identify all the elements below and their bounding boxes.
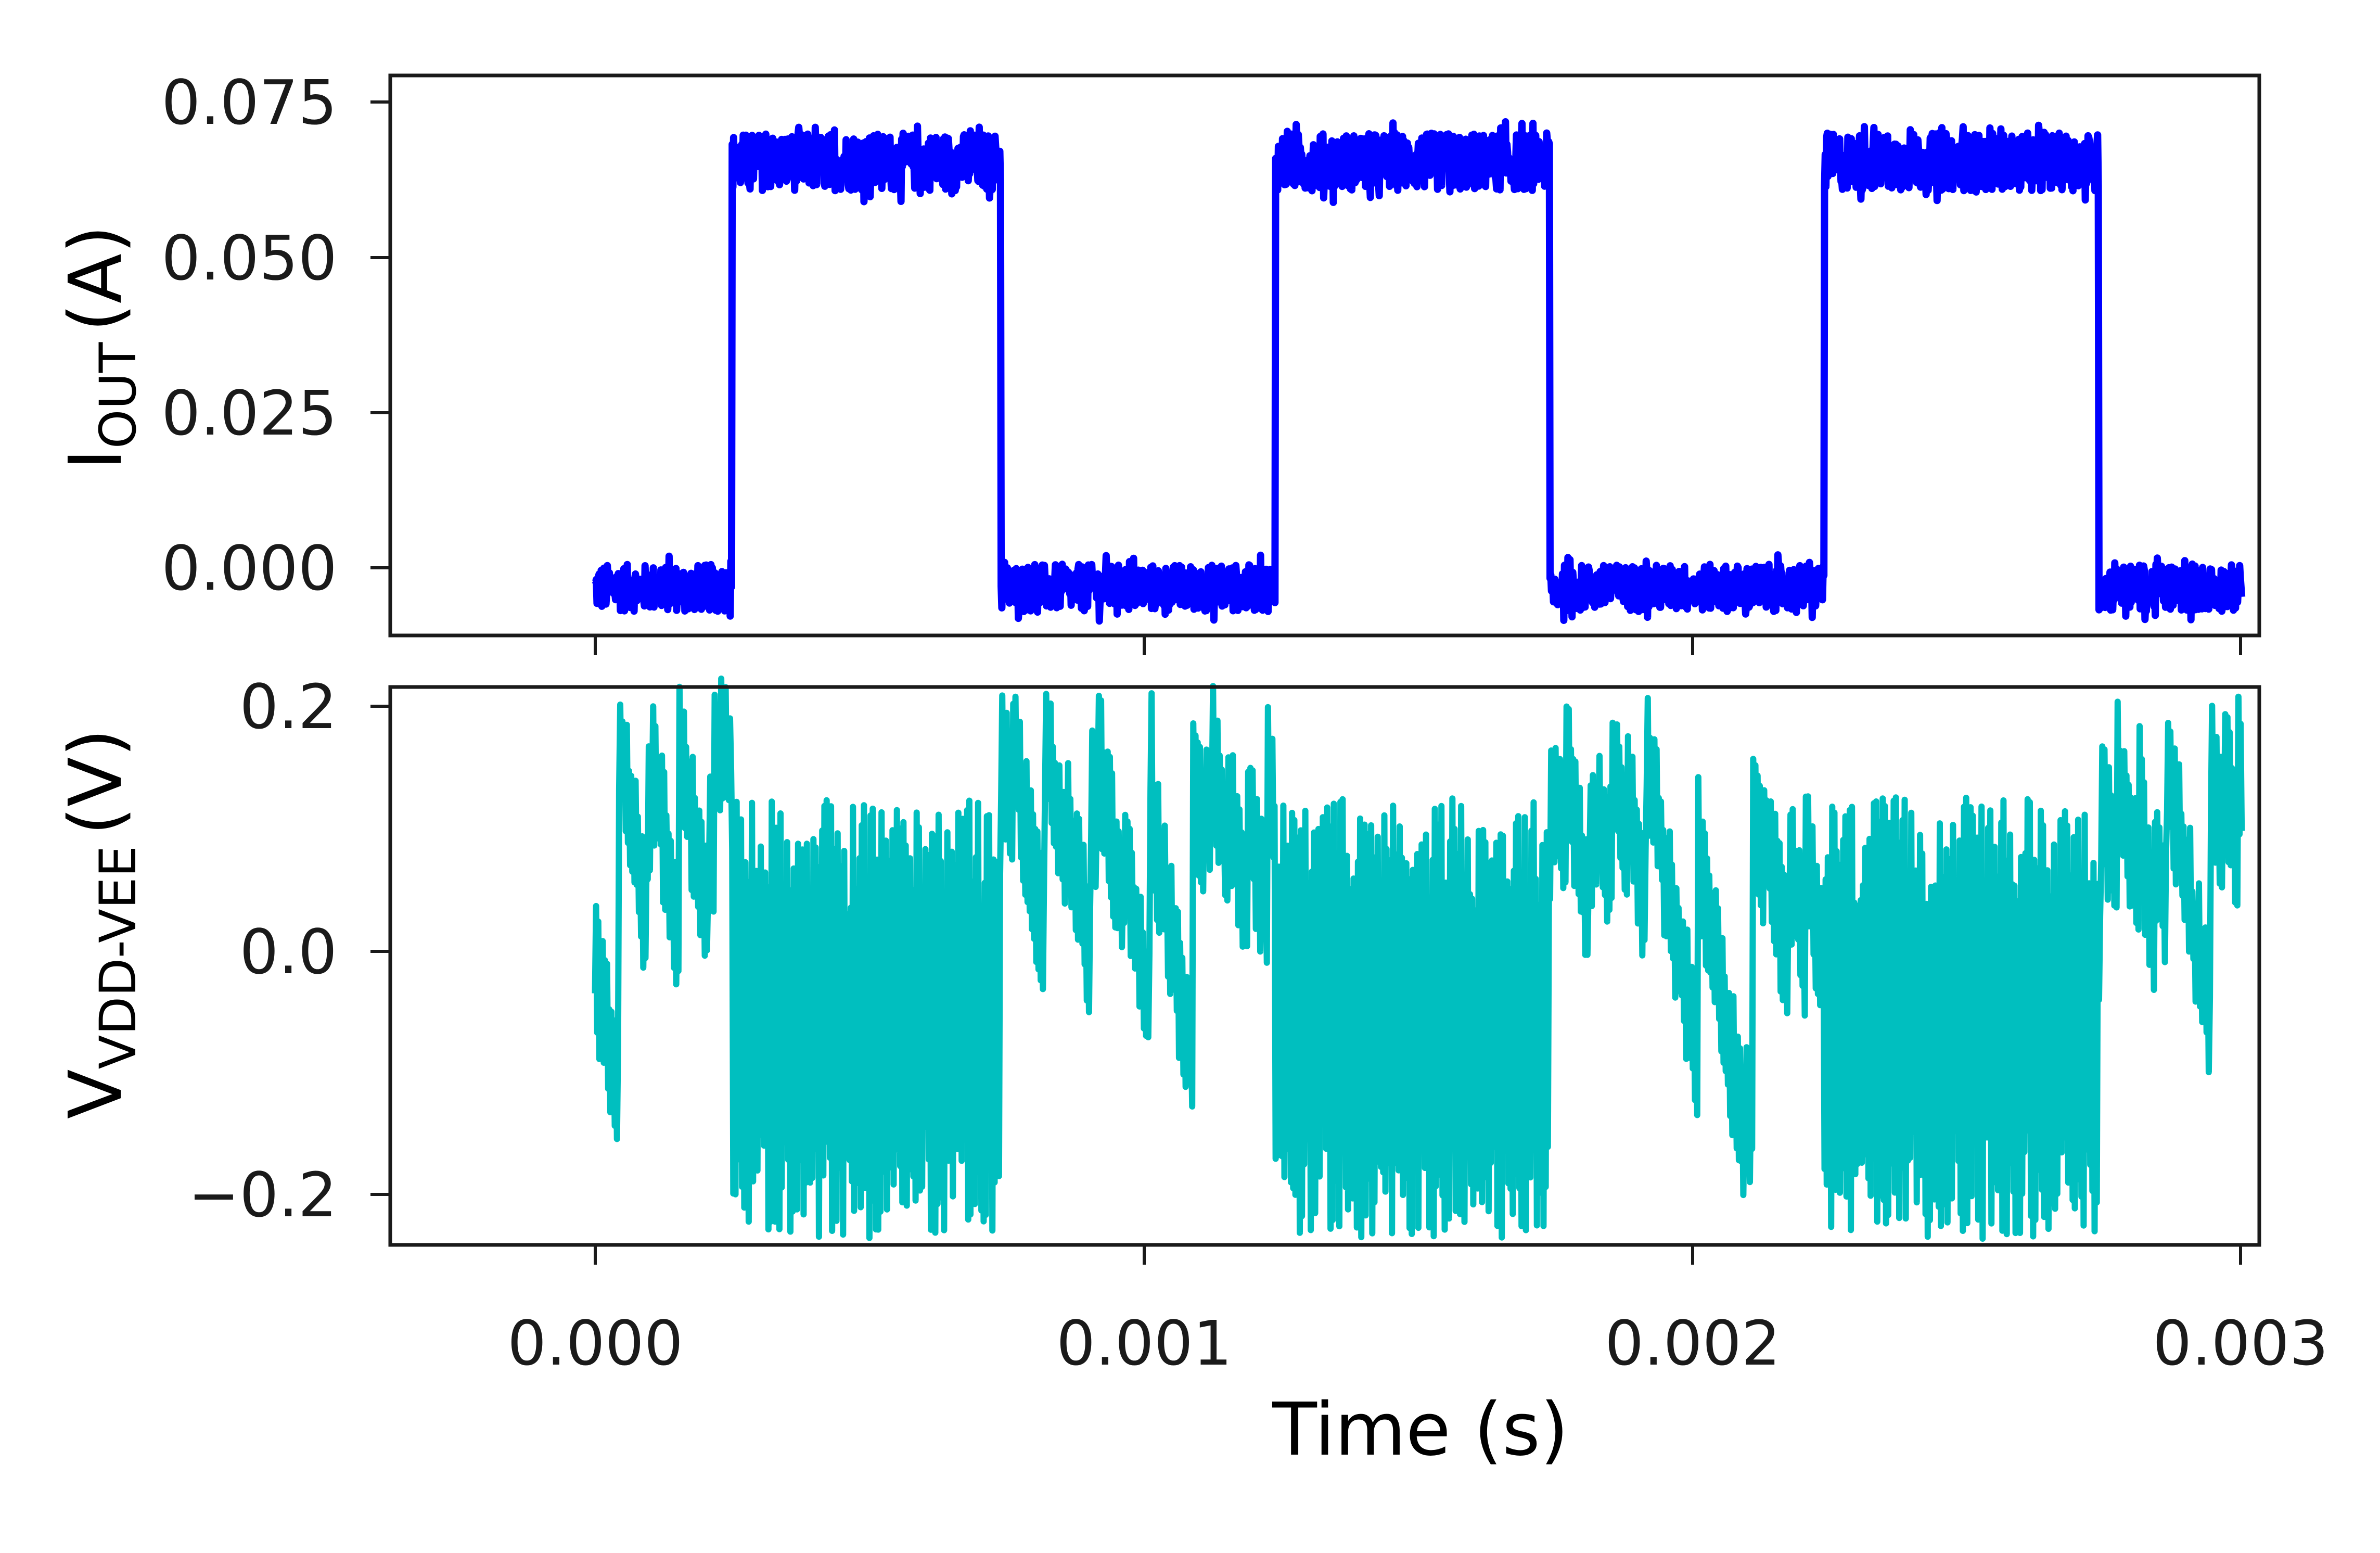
xtick-label: 0.002 (1605, 1307, 1781, 1379)
vripple-trace (592, 676, 2245, 1242)
top-panel: 0.075 0.050 0.025 0.000 IOUT (A) (54, 67, 2261, 655)
iout-trace (592, 118, 2246, 625)
bottom-axes-frame (388, 685, 2261, 1247)
ytick-label: 0.025 (161, 377, 337, 449)
xtick-label: 0.000 (507, 1307, 683, 1379)
ylabel-sub: VDD-VEE (89, 846, 147, 1070)
xtick-label: 0.003 (2153, 1307, 2328, 1379)
ylabel-unit: (A) (54, 225, 138, 332)
top-ylabel: IOUT (A) (54, 225, 147, 470)
bottom-ylabel: VVDD-VEE (V) (54, 729, 147, 1119)
ytick-label: 0.050 (161, 222, 337, 294)
xtick-label: 0.001 (1056, 1307, 1232, 1379)
bottom-panel: 0.2 0.0 −0.2 0.000 0.001 0.002 0.003 Tim… (54, 671, 2328, 1472)
ylabel-main: I (54, 449, 138, 470)
top-axes-frame (388, 73, 2261, 638)
ytick-label: 0.2 (239, 671, 337, 743)
ytick-label: 0.075 (161, 67, 337, 138)
bottom-x-ticks: 0.000 0.001 0.002 0.003 (507, 1245, 2328, 1379)
ylabel-sub: OUT (89, 342, 147, 449)
top-x-ticks (594, 635, 2242, 655)
ylabel-main: V (54, 1069, 138, 1119)
ytick-label: 0.000 (161, 532, 337, 604)
bottom-y-ticks: 0.2 0.0 −0.2 (188, 671, 390, 1231)
ylabel-unit: (V) (54, 729, 138, 835)
ytick-label: 0.0 (239, 916, 337, 988)
ytick-label: −0.2 (188, 1159, 337, 1231)
x-axis-label: Time (s) (1272, 1387, 1568, 1472)
top-y-ticks: 0.075 0.050 0.025 0.000 (161, 67, 390, 604)
